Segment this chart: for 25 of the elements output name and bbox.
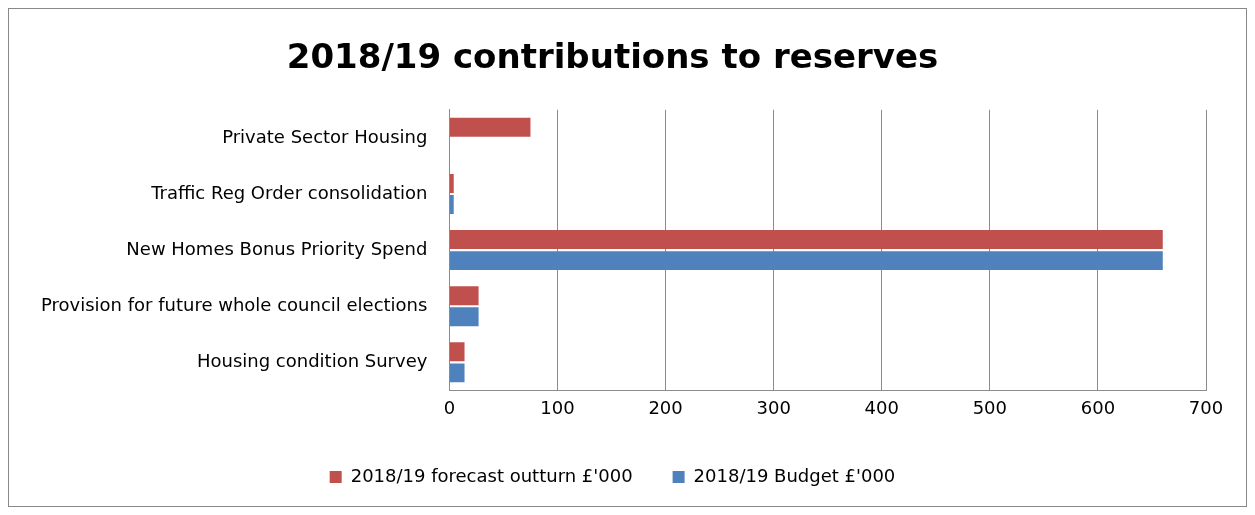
x-tick-label: 100 — [540, 396, 575, 418]
x-tick-label: 600 — [1080, 396, 1116, 418]
x-tick-label: 0 — [443, 396, 456, 418]
bar — [449, 173, 454, 193]
y-tick-label: Housing condition Survey — [196, 350, 428, 372]
bar — [449, 195, 454, 214]
bar — [449, 117, 531, 137]
legend-label: 2018/19 Budget £'000 — [693, 464, 896, 486]
y-tick-label: New Homes Bonus Priority Spend — [126, 237, 428, 259]
x-tick-label: 200 — [648, 396, 683, 418]
y-tick-label: Provision for future whole council elections — [41, 293, 428, 315]
legend-label: 2018/19 forecast outturn £'000 — [350, 464, 633, 486]
bar — [449, 363, 465, 383]
x-tick-label: 400 — [864, 396, 899, 418]
chart-title: 2018/19 contributions to reserves — [286, 36, 939, 77]
bar — [449, 307, 479, 327]
bar — [449, 342, 465, 362]
bar — [449, 230, 1163, 250]
y-tick-label: Traffic Reg Order consolidation — [150, 181, 428, 203]
x-tick-label: 300 — [756, 396, 791, 418]
bar — [449, 251, 1163, 271]
bar — [449, 286, 479, 306]
y-tick-label: Private Sector Housing — [222, 125, 428, 147]
x-tick-label: 500 — [972, 396, 1008, 418]
x-tick-label: 700 — [1188, 396, 1224, 418]
